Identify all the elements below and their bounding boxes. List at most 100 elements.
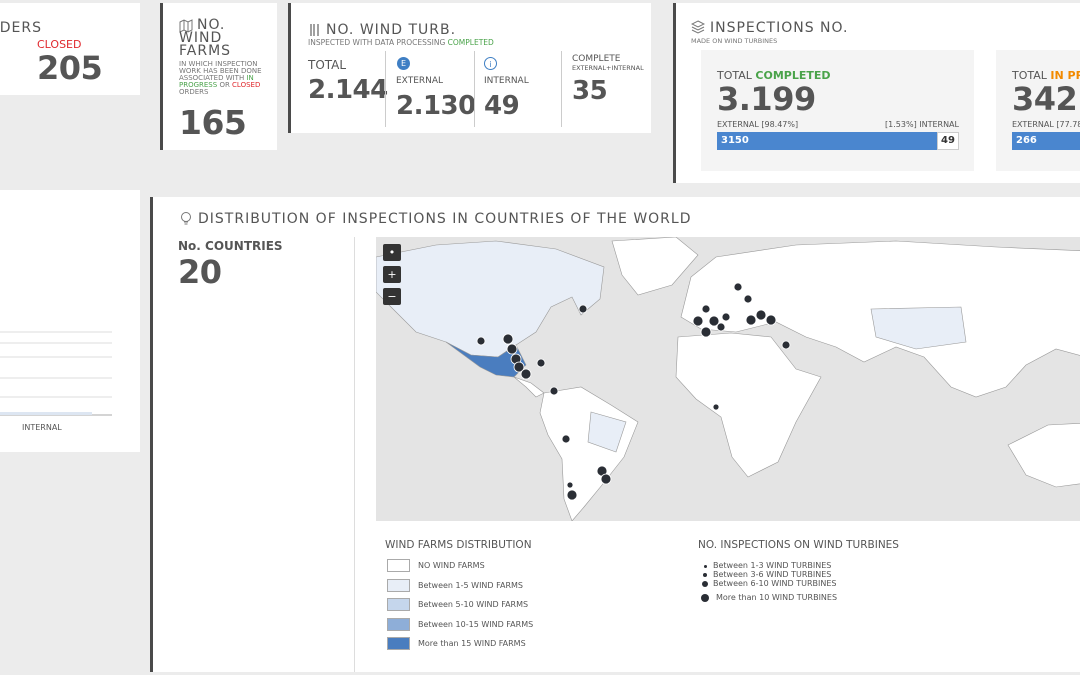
zoom-out-button[interactable]: − xyxy=(383,288,401,305)
note-text: IN WHICH INSPECTION WORK HAS BEEN DONE A… xyxy=(179,60,262,82)
legend-label: Between 1-5 WIND FARMS xyxy=(418,580,523,590)
map: • + − xyxy=(376,237,1080,521)
separator xyxy=(385,51,386,127)
legend-swatch xyxy=(387,637,410,650)
internal-bar: 49 xyxy=(937,132,959,150)
in-progress-heading: TOTAL IN PROGRESS xyxy=(1012,69,1080,82)
legend-label: Between 6-10 WIND TURBINES xyxy=(713,579,837,588)
completed-value: 3.199 xyxy=(717,80,816,118)
subtitle-status: COMPLETED xyxy=(447,38,494,47)
farms-legend-title: WIND FARMS DISTRIBUTION xyxy=(385,539,532,551)
bulb-icon xyxy=(181,212,191,225)
internal-icon: i xyxy=(484,57,497,70)
card-note: IN WHICH INSPECTION WORK HAS BEEN DONE A… xyxy=(179,61,271,96)
countries-label: No. COUNTRIES xyxy=(178,239,283,253)
card-title: INSPECTIONS NO. xyxy=(710,20,849,36)
africa xyxy=(675,332,822,478)
note-or: OR xyxy=(219,81,230,89)
legend-dot xyxy=(703,564,707,568)
in-progress-panel: TOTAL IN PROGRESS 342 EXTERNAL [77.78%] … xyxy=(996,50,1080,171)
inspections-card: INSPECTIONS NO. MADE ON WIND TURBINES TO… xyxy=(673,3,1080,183)
card-title: ORDERS xyxy=(0,20,42,36)
marker xyxy=(566,481,574,489)
bar-remnant xyxy=(0,412,92,415)
legend-label: Between 10-15 WIND FARMS xyxy=(418,619,534,629)
legend-swatch xyxy=(387,598,410,611)
marker xyxy=(712,403,720,411)
card-subtitle: MADE ON WIND TURBINES xyxy=(691,37,778,45)
marker xyxy=(708,315,720,327)
marker xyxy=(506,343,518,355)
completed-heading: TOTAL COMPLETED xyxy=(717,69,831,82)
legend-swatch xyxy=(387,578,410,592)
side-chart xyxy=(0,331,112,416)
in-progress-value: 342 xyxy=(1012,80,1078,118)
marker xyxy=(755,309,767,321)
marker xyxy=(716,322,726,332)
legend-label: NO WIND FARMS xyxy=(418,561,485,570)
external-label: EXTERNAL [98.47%] xyxy=(717,120,799,129)
turbines-legend-title: NO. INSPECTIONS ON WIND TURBINES xyxy=(698,539,899,551)
inspection-markers xyxy=(476,282,791,501)
wind-farms-value: 165 xyxy=(179,103,247,142)
note-orders: ORDERS xyxy=(179,88,209,96)
turbine-icon xyxy=(310,24,319,36)
marker xyxy=(733,282,743,292)
marker xyxy=(721,312,731,322)
external-label: EXTERNAL xyxy=(396,76,444,86)
marker xyxy=(700,326,712,338)
external-value: 2.130 xyxy=(396,91,476,121)
marker xyxy=(701,304,711,314)
legend-dot xyxy=(703,573,707,577)
legend-label: Between 1-3 WIND TURBINES xyxy=(713,561,832,570)
legend-swatch xyxy=(387,559,410,572)
internal-label: INTERNAL xyxy=(484,76,529,86)
south-america xyxy=(539,386,639,521)
legend-dot xyxy=(702,581,708,587)
wind-turbines-card: NO. WIND TURB. INSPECTED WITH DATA PROCE… xyxy=(288,3,651,133)
countries-value: 20 xyxy=(178,253,222,291)
marker xyxy=(476,336,486,346)
central-america xyxy=(513,376,545,398)
marker xyxy=(520,368,532,380)
world-map xyxy=(376,237,1080,521)
subtitle-text: INSPECTED WITH DATA PROCESSING xyxy=(308,38,446,47)
card-title: DISTRIBUTION OF INSPECTIONS IN COUNTRIES… xyxy=(198,211,692,227)
brazil xyxy=(587,411,627,453)
marker xyxy=(692,315,704,327)
map-card: DISTRIBUTION OF INSPECTIONS IN COUNTRIES… xyxy=(150,197,1080,672)
total-value: 2.144 xyxy=(308,75,388,105)
external-label: EXTERNAL [77.78%] xyxy=(1012,120,1080,129)
note-in-progress: IN PROGRESS xyxy=(179,74,254,89)
card-title: NO. WIND FARMS xyxy=(179,17,232,59)
closed-label: CLOSED xyxy=(37,38,82,51)
external-bar: 3150 xyxy=(717,132,937,150)
axis-label: INTERNAL xyxy=(22,423,62,432)
zoom-reset-button[interactable]: • xyxy=(383,244,401,261)
total-label: TOTAL xyxy=(1012,69,1047,82)
map-icon xyxy=(179,19,193,33)
orders-card: ORDERS CLOSED 205 xyxy=(0,3,140,95)
completed-panel: TOTAL COMPLETED 3.199 EXTERNAL [98.47%] … xyxy=(701,50,974,171)
complete-note: EXTERNAL+INTERNAL xyxy=(572,64,644,72)
wind-farms-card: NO. WIND FARMS IN WHICH INSPECTION WORK … xyxy=(160,3,277,150)
legend-dot xyxy=(701,594,709,602)
internal-value: 49 xyxy=(484,91,520,121)
zoom-in-button[interactable]: + xyxy=(383,266,401,283)
external-icon: E xyxy=(397,57,410,70)
external-bar: 266 xyxy=(1012,132,1080,150)
legend-label: More than 15 WIND FARMS xyxy=(418,639,526,648)
complete-value: 35 xyxy=(572,76,608,106)
marker xyxy=(600,473,612,485)
card-title: NO. WIND TURB. xyxy=(326,22,457,38)
marker xyxy=(502,333,514,345)
complete-label: COMPLETE xyxy=(572,54,621,64)
greenland xyxy=(611,237,699,296)
note-closed: CLOSED xyxy=(232,81,261,89)
marker xyxy=(549,386,559,396)
marker xyxy=(578,304,588,314)
separator xyxy=(561,51,562,127)
grid-lines xyxy=(0,331,112,416)
